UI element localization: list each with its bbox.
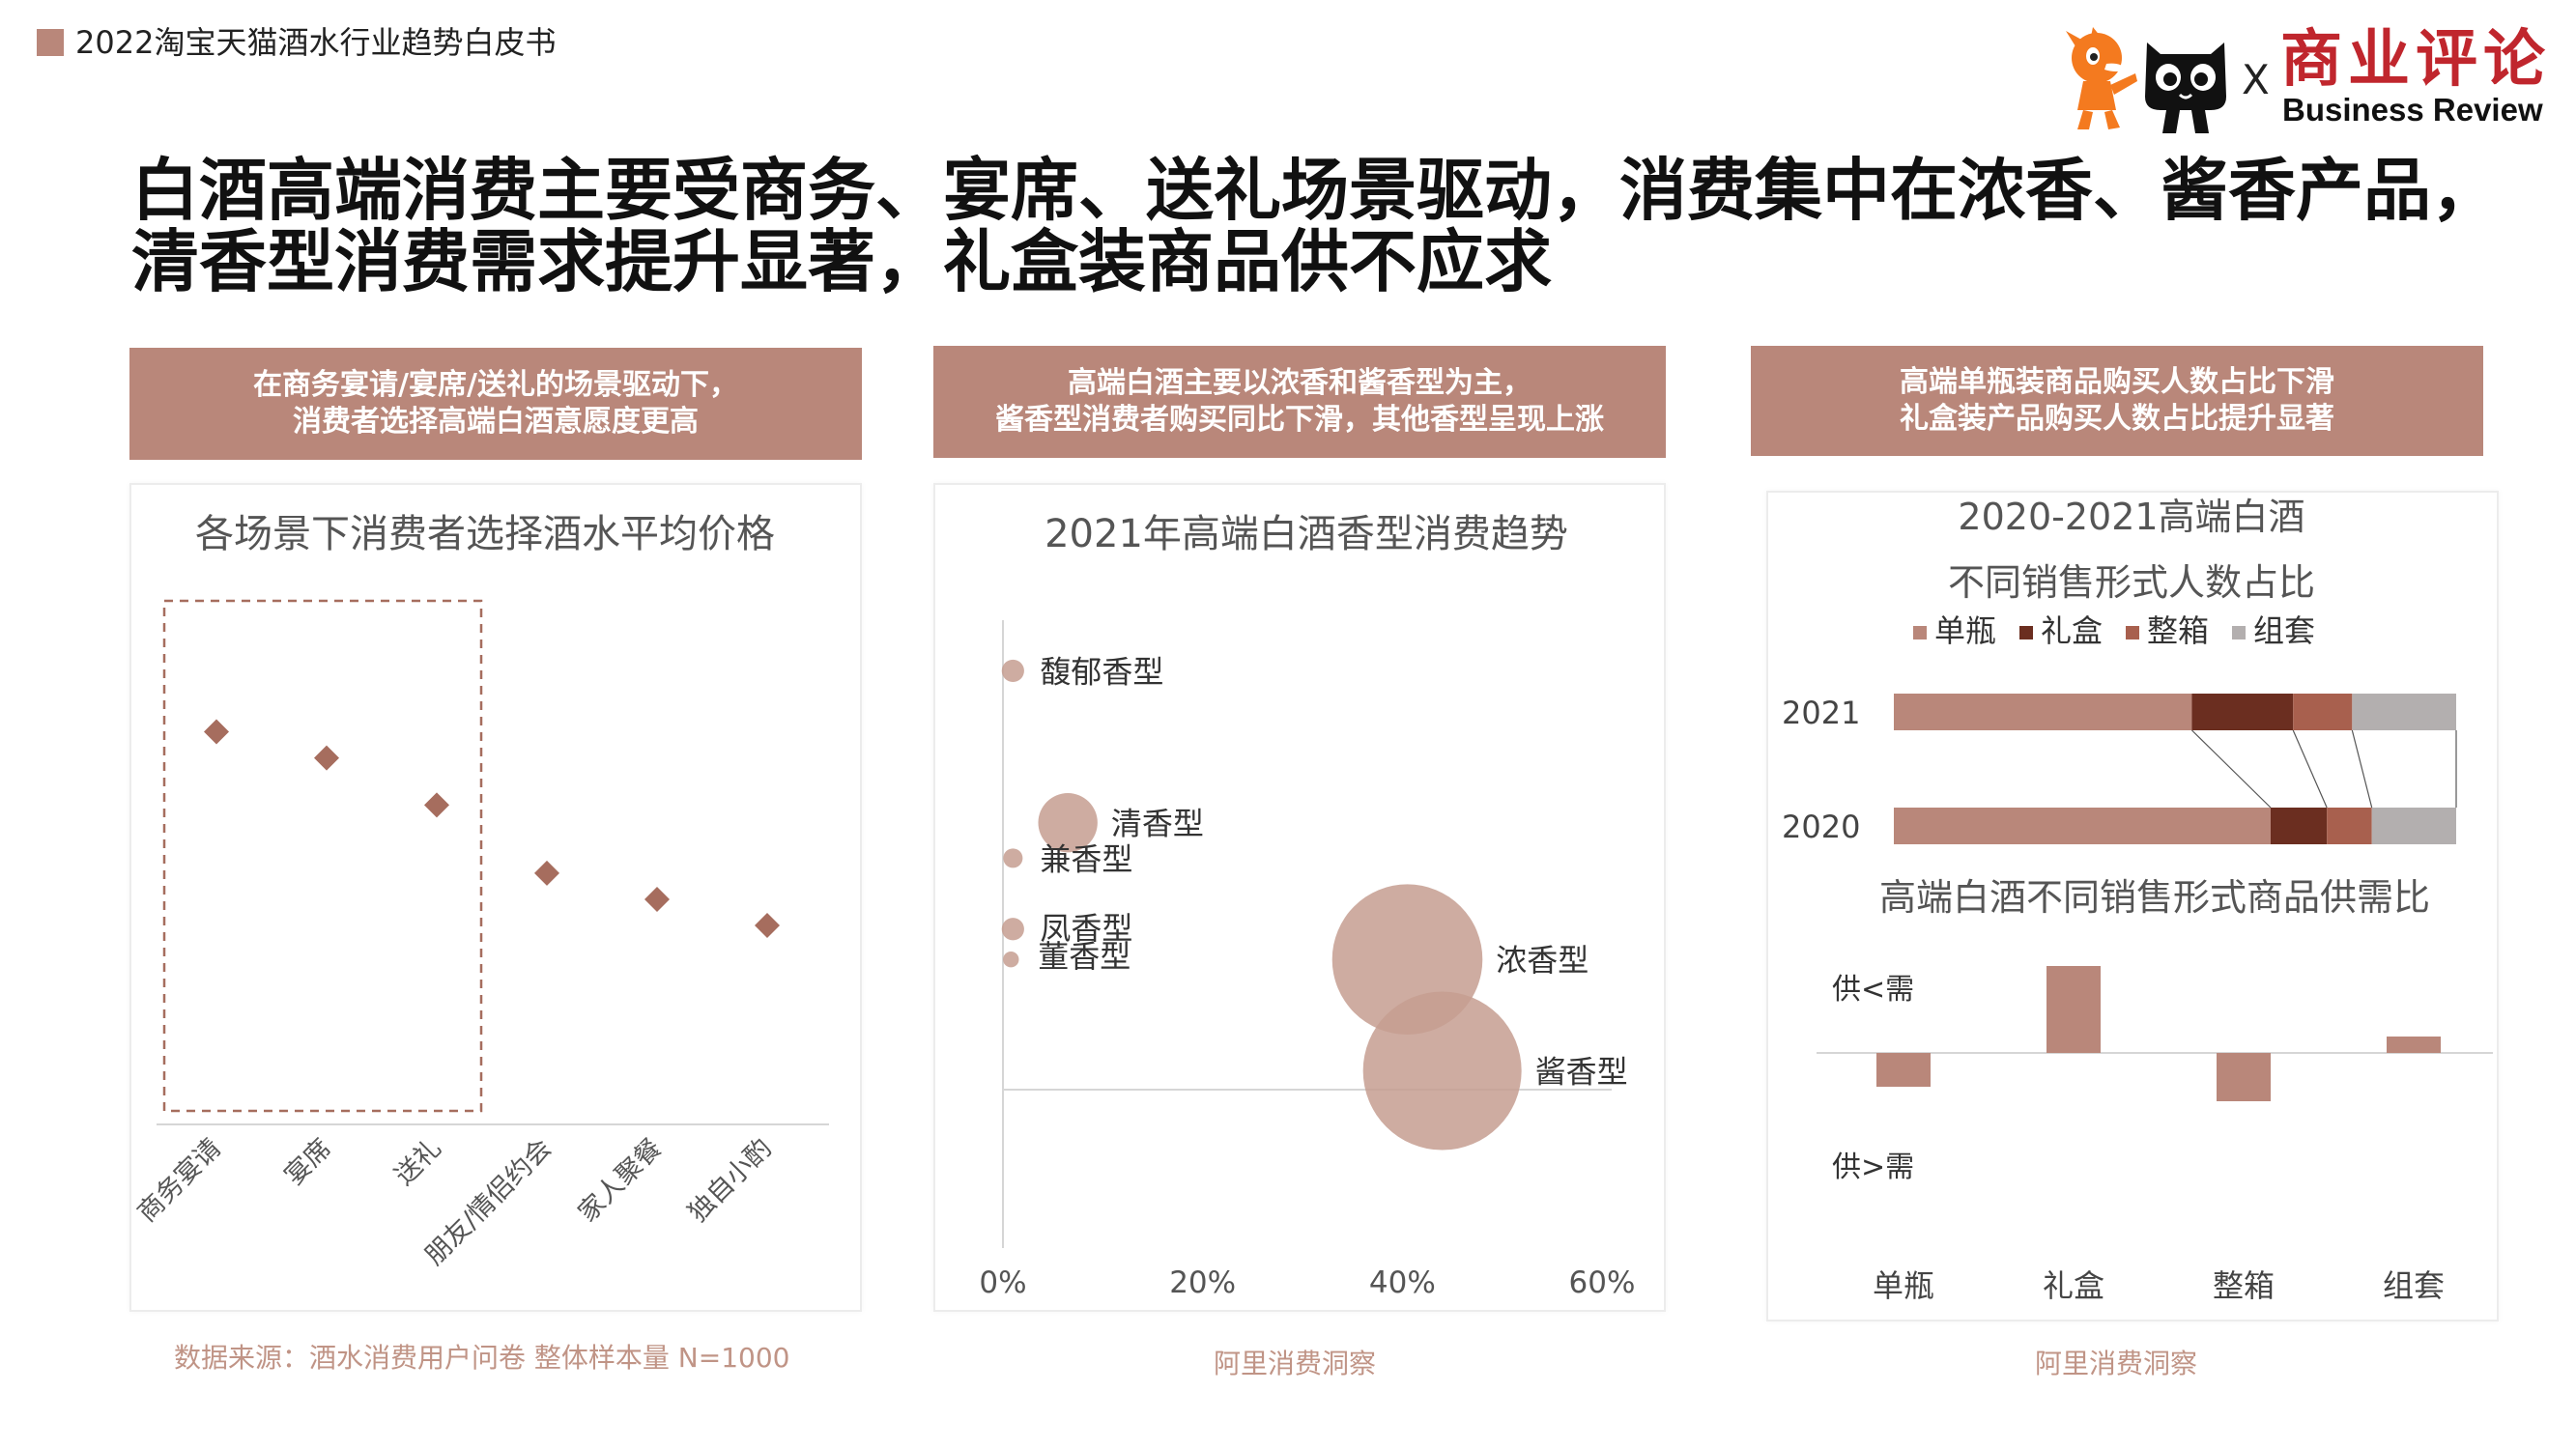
x-tick-label: 宴席 (279, 1133, 337, 1191)
y-label-supply-exceeds: 供>需 (1832, 1151, 1914, 1184)
stack-segment (2371, 808, 2456, 844)
sales-format-charts: 2020-2021高端白酒 不同销售形式人数占比 单瓶 礼盒 整箱 组套 202120… (1782, 496, 2493, 1304)
banner-line2: 酱香型消费者购买同比下滑，其他香型呈现上涨 (995, 403, 1604, 437)
x-tick-label: 40% (1369, 1265, 1436, 1300)
x-tick-label: 组套 (2383, 1267, 2445, 1304)
bubble-label: 清香型 (1111, 806, 1204, 842)
bubble-label: 兼香型 (1040, 840, 1132, 877)
y-tick-label: 2020 (1782, 809, 1860, 845)
aroma-bubble (1003, 848, 1023, 868)
legend-label: 组套 (2253, 612, 2315, 649)
series-connector (2351, 729, 2373, 809)
chart-subtitle: 不同销售形式人数占比 (1948, 561, 2315, 604)
stack-segment (2191, 694, 2294, 730)
ratio-bar (2046, 966, 2101, 1053)
banner-scene-drivers: 在商务宴请/宴席/送礼的场景驱动下， 消费者选择高端白酒意愿度更高 (129, 348, 862, 460)
taobao-mascot-icon (2066, 27, 2137, 129)
price-marker (755, 913, 780, 939)
tmall-cat-icon (2145, 43, 2226, 133)
business-review-logo-en: Business Review (2282, 92, 2543, 128)
bubble-label: 酱香型 (1535, 1054, 1628, 1091)
legend-label: 礼盒 (2041, 612, 2103, 649)
stack-segment (2293, 694, 2353, 730)
aroma-bubble (1038, 792, 1098, 853)
price-marker (424, 792, 449, 818)
ratio-bar (1876, 1053, 1931, 1087)
stack-segment (1894, 808, 2271, 844)
banner-aroma-types: 高端白酒主要以浓香和酱香型为主， 酱香型消费者购买同比下滑，其他香型呈现上涨 (933, 346, 1666, 458)
page-title-line2: 清香型消费需求提升显著，礼盒装商品供不应求 (131, 222, 1552, 301)
y-tick-label: 2021 (1782, 695, 1860, 731)
chart-title: 各场景下消费者选择酒水平均价格 (195, 512, 775, 556)
y-label-demand-exceeds: 供<需 (1832, 973, 1914, 1007)
price-marker (204, 719, 229, 745)
logo-separator: X (2242, 56, 2270, 103)
banner-line2: 礼盒装产品购买人数占比提升显著 (1900, 402, 2334, 436)
source-note-alibaba: 阿里消费洞察 (1214, 1348, 1377, 1379)
chart-title: 高端白酒不同销售形式商品供需比 (1879, 876, 2430, 919)
price-marker (534, 860, 559, 886)
price-marker (644, 886, 670, 912)
x-tick-label: 家人聚餐 (573, 1133, 668, 1228)
x-tick-label: 20% (1169, 1265, 1236, 1300)
source-note-alibaba: 阿里消费洞察 (2035, 1348, 2198, 1379)
x-tick-label: 单瓶 (1873, 1267, 1934, 1304)
series-connector (2292, 729, 2328, 809)
x-tick-label: 商务宴请 (132, 1133, 227, 1228)
business-review-logo-cn: 商业评论 (2280, 23, 2551, 96)
x-tick-label: 整箱 (2213, 1267, 2275, 1304)
header-marker (37, 29, 64, 56)
aroma-bubble (1003, 952, 1019, 968)
banner-line1: 在商务宴请/宴席/送礼的场景驱动下， (253, 368, 738, 402)
panel-scene-price: 各场景下消费者选择酒水平均价格 商务宴请 宴席 送礼 朋友/情侣约会 家人聚餐 独自小酌 (129, 483, 862, 1312)
x-tick-label: 0% (979, 1265, 1026, 1300)
bubble-label: 董香型 (1038, 938, 1131, 975)
chart-title: 2021年高端白酒香型消费趋势 (1045, 512, 1568, 556)
banner-line1: 高端白酒主要以浓香和酱香型为主， (1068, 366, 1531, 400)
legend-label: 单瓶 (1934, 612, 1996, 649)
bubble-label: 馥郁香型 (1040, 653, 1163, 690)
page-title-line1: 白酒高端消费主要受商务、宴席、送礼场景驱动，消费集中在浓香、酱香产品， (131, 151, 2499, 230)
series-connector (2191, 729, 2272, 809)
highlight-box (162, 599, 483, 1113)
price-marker (314, 745, 339, 771)
x-tick-label: 礼盒 (2043, 1267, 2104, 1304)
page-title: 白酒高端消费主要受商务、宴席、送礼场景驱动，消费集中在浓香、酱香产品， 清香型消… (131, 155, 2499, 298)
bubble-label: 浓香型 (1496, 942, 1589, 979)
panel-aroma-trend: 2021年高端白酒香型消费趋势 馥郁香型清香型 兼香型凤香型 董香型 浓香型酱香型 0%… (933, 483, 1666, 1312)
stack-segment (2270, 808, 2328, 844)
logo-area: X 商业评论 Business Review (2048, 19, 2561, 135)
stack-segment (2327, 808, 2372, 844)
banner-line1: 高端单瓶装商品购买人数占比下滑 (1900, 365, 2334, 399)
source-note-survey: 数据来源：酒水消费用户问卷 整体样本量 N=1000 (174, 1342, 790, 1374)
panel-sales-format: 2020-2021高端白酒 不同销售形式人数占比 单瓶 礼盒 整箱 组套 2021 20… (1766, 491, 2499, 1321)
banner-sales-format: 高端单瓶装商品购买人数占比下滑 礼盒装产品购买人数占比提升显著 (1751, 346, 2483, 456)
x-tick-label: 60% (1569, 1265, 1636, 1300)
legend-swatch (2232, 626, 2246, 639)
x-tick-label: 独自小酌 (683, 1133, 778, 1228)
ratio-bar (2217, 1053, 2271, 1101)
aroma-bubble (1362, 991, 1522, 1151)
ratio-bar (2387, 1037, 2441, 1053)
stack-segment (2352, 694, 2456, 730)
stack-segment (1894, 694, 2192, 730)
bubble-label: 凤香型 (1040, 910, 1132, 947)
banner-line2: 消费者选择高端白酒意愿度更高 (293, 405, 699, 439)
document-title: 2022淘宝天猫酒水行业趋势白皮书 (75, 24, 557, 61)
legend-swatch (1913, 626, 1927, 639)
aroma-bubble (1001, 659, 1024, 683)
aroma-bubble (1001, 918, 1024, 941)
legend-label: 整箱 (2147, 612, 2209, 649)
chart-title: 2020-2021高端白酒 (1958, 496, 2304, 538)
legend-swatch (2019, 626, 2033, 639)
legend-swatch (2126, 626, 2139, 639)
x-tick-label: 送礼 (389, 1133, 447, 1191)
